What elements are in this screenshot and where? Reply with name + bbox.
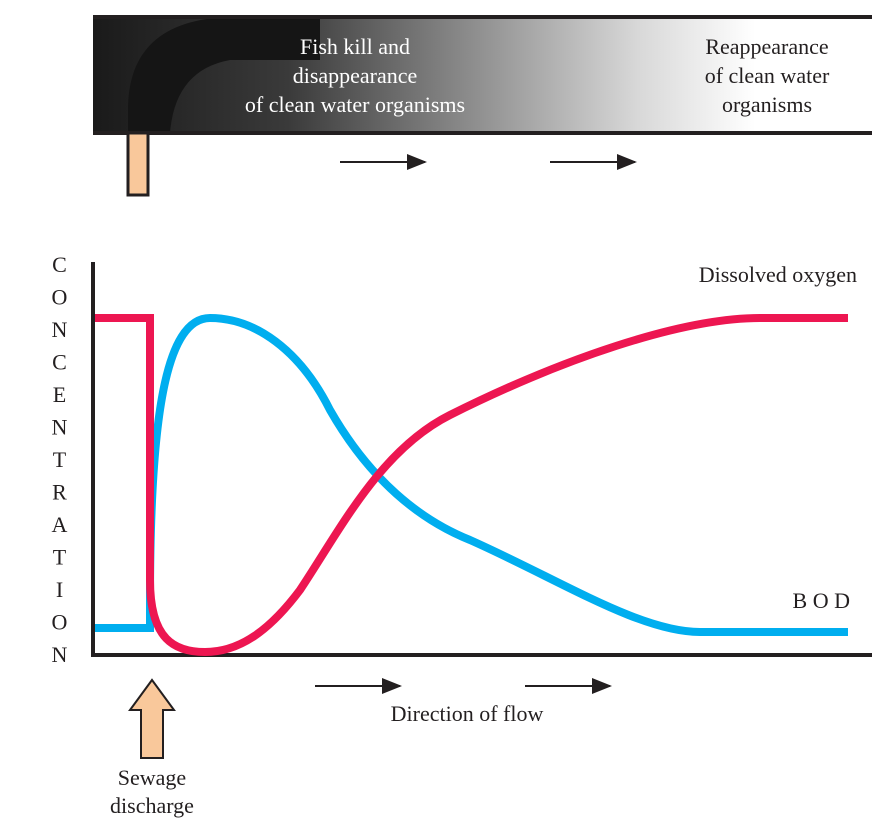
pipe-label: of clean water [705, 63, 830, 88]
y-axis-label: CONCENTRATION [46, 252, 72, 675]
pipe-label: of clean water organisms [245, 92, 465, 117]
flow-label: Direction of flow [391, 701, 544, 726]
diagram: Fish kill and disappearance of clean wat… [0, 0, 872, 822]
sewage-pipe [128, 133, 148, 195]
pipe-label: Reappearance [705, 34, 828, 59]
sewage-arrow [130, 680, 174, 758]
dissolved-oxygen-curve [95, 318, 848, 652]
curve-label: B O D [793, 588, 850, 613]
pipe-label: disappearance [293, 63, 418, 88]
sewage-label: Sewage [118, 765, 186, 790]
bod-curve [95, 318, 848, 632]
sewage-label: discharge [110, 793, 194, 818]
diagram-canvas: Fish kill and disappearance of clean wat… [0, 0, 872, 822]
curve-label: Dissolved oxygen [699, 262, 857, 287]
pipe-label: Fish kill and [300, 34, 410, 59]
pipe-label: organisms [722, 92, 812, 117]
